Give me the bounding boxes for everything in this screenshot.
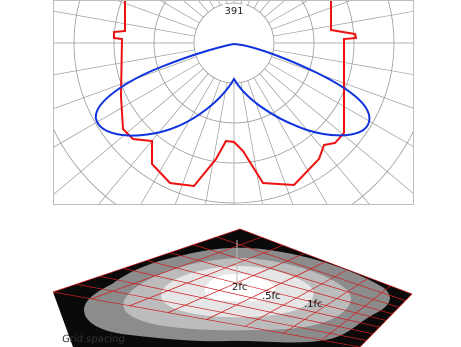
grid-spacing-label: Grid spacing [61, 334, 126, 345]
floor-grid [52, 228, 413, 347]
contour-label-0.1fc: .1fc [304, 299, 323, 310]
illuminance-footprint: 2fc .5fc .1fc [52, 228, 413, 347]
polar-grid-spoke [209, 1, 215, 9]
polar-plot: 391 [54, 1, 413, 204]
polar-grid-spoke [273, 11, 413, 37]
floor-grid-line [76, 283, 367, 341]
polar-grid-spoke [273, 49, 413, 75]
polar-grid-spoke [54, 68, 204, 195]
polar-grid-spoke [259, 73, 370, 204]
center-value-bg [223, 4, 246, 16]
floor-grid-line [99, 275, 374, 335]
polar-candela-diagram: 391 [53, 0, 414, 205]
polar-grid-spoke [240, 82, 263, 204]
floor-grid-line [146, 260, 387, 321]
polar-grid-spoke [271, 1, 351, 30]
polar-grid-spoke [54, 49, 195, 76]
polar-grid-spoke [98, 73, 209, 204]
floor-grid-line [52, 291, 361, 347]
polar-grid-spoke [205, 82, 228, 204]
floor-grid-line [123, 268, 380, 328]
polar-grid-spoke [54, 10, 195, 37]
floor-grid-line [359, 293, 413, 347]
blue-candela-curve [94, 42, 371, 137]
polar-grid-spoke [247, 1, 250, 6]
candela-curves [94, 1, 371, 188]
floor-grid-line [321, 285, 391, 341]
floor-grid-line [244, 269, 348, 327]
center-value: 391 [224, 6, 243, 17]
polar-grid-spoke [268, 62, 413, 147]
polar-grid [54, 1, 413, 204]
floor-grid-line [283, 277, 370, 334]
polar-grid-spoke [54, 56, 197, 109]
polar-grid-spoke [117, 1, 197, 30]
red-candela-curve [113, 1, 358, 188]
polar-grid-spoke [175, 80, 221, 204]
contour-label-2fc: 2fc [232, 282, 247, 293]
polar-grid-spoke [264, 68, 413, 194]
polar-grid-spoke [247, 80, 293, 204]
polar-grid-spoke [54, 62, 200, 148]
contour-label-0.5fc: .5fc [262, 291, 281, 302]
polar-grid-spoke [218, 1, 221, 6]
polar-grid-spoke [253, 77, 328, 204]
polar-grid-spoke [253, 1, 259, 9]
polar-grid-spoke [140, 77, 215, 204]
